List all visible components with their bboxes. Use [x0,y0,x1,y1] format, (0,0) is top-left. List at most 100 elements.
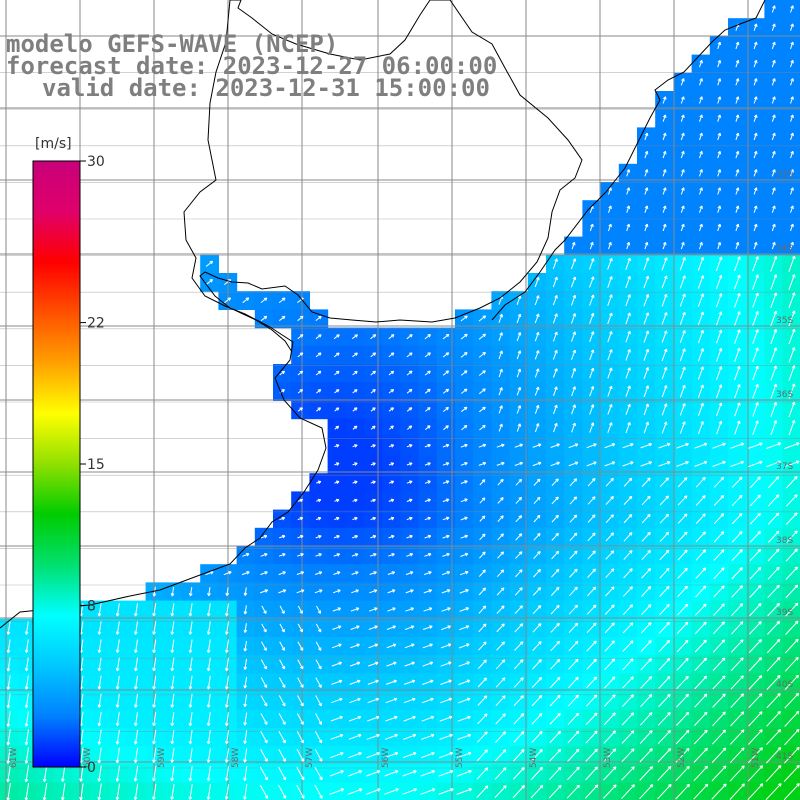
wind-arrow [330,752,344,759]
wind-arrow [552,331,558,342]
wind-arrow [115,729,120,745]
wind-arrow [766,638,781,654]
wind-arrow [206,603,211,617]
wind-arrow [152,693,157,708]
wind-arrow [784,442,800,450]
wind-arrow [404,643,415,649]
wind-arrow [514,641,524,651]
wind-arrow [731,476,743,488]
wind-arrow [552,295,558,306]
wind-arrow [713,567,725,580]
wind-arrow [441,571,451,576]
wind-arrow [715,274,723,290]
wind-arrow [766,675,781,690]
wind-arrow [604,461,616,467]
wind-arrow [790,59,794,68]
wind-arrow [790,241,794,250]
wind-arrow [607,312,613,325]
wind-arrow [170,639,175,654]
wind-arrow [716,366,723,380]
wind-arrow [260,571,268,576]
wind-arrow [188,587,193,597]
wind-arrow [658,621,670,634]
wind-arrow [694,693,708,708]
wind-arrow [498,332,503,341]
wind-arrow [369,589,378,594]
wind-arrow [677,567,688,579]
wind-arrow [443,425,449,431]
wind-arrow [640,604,652,616]
wind-arrow [352,480,358,485]
wind-arrow [331,697,343,704]
wind-arrow [640,694,653,708]
wind-arrow [604,658,616,671]
wind-arrow [498,405,503,414]
wind-arrow [658,639,671,653]
wind-arrow [513,713,525,725]
wind-arrow [568,640,579,652]
wind-arrow [402,770,417,777]
wind-arrow [641,531,651,542]
wind-arrow [42,765,48,783]
wind-arrow [729,765,745,782]
wind-arrow [639,766,653,781]
wind-arrow [439,697,453,704]
wind-arrow [571,241,576,250]
wind-arrow [133,783,139,800]
wind-arrow [297,352,304,358]
wind-arrow [641,513,651,524]
wind-arrow [713,513,725,525]
wind-arrow [586,622,597,634]
wind-arrow [296,731,304,744]
wind-arrow [297,389,304,394]
wind-arrow [731,549,743,561]
wind-arrow [711,747,727,763]
wind-arrow [607,276,613,288]
wind-arrow [6,693,11,709]
wind-arrow [351,553,359,557]
wind-arrow [790,5,794,13]
wind-arrow [680,132,685,141]
wind-arrow [695,513,706,524]
wind-arrow [297,370,304,376]
wind-arrow [278,731,286,744]
wind-arrow [534,331,540,342]
wind-arrow [24,765,30,783]
wind-arrow [735,78,740,86]
wind-arrow [387,589,396,594]
wind-arrow [785,566,798,580]
wind-arrow [623,568,633,579]
wind-arrow [278,695,286,707]
lat-label: 39S [776,608,793,618]
wind-arrow [680,223,685,232]
wind-arrow [548,784,562,799]
wind-arrow [749,567,762,580]
wind-arrow [370,407,376,412]
wind-arrow [243,694,248,708]
wind-arrow [458,679,471,686]
wind-arrow [97,639,102,654]
wind-arrow [334,444,340,448]
wind-arrow [625,330,631,343]
wind-arrow [406,352,413,358]
wind-arrow [712,442,726,449]
wind-arrow [753,223,758,232]
wind-arrow [479,479,486,486]
wind-arrow [24,657,29,672]
wind-arrow [607,367,613,379]
wind-arrow [675,747,690,763]
wind-arrow [406,425,413,430]
wind-arrow [695,531,706,543]
wind-arrow [607,294,613,306]
wind-arrow [206,783,211,800]
wind-arrow [622,658,634,671]
wind-arrow [790,205,794,213]
wind-arrow [712,693,726,708]
wind-arrow [297,334,304,340]
wind-arrow [735,187,740,195]
wind-arrow [657,783,672,800]
wind-arrow [241,571,250,576]
wind-arrow [478,569,486,577]
wind-arrow [770,347,778,363]
